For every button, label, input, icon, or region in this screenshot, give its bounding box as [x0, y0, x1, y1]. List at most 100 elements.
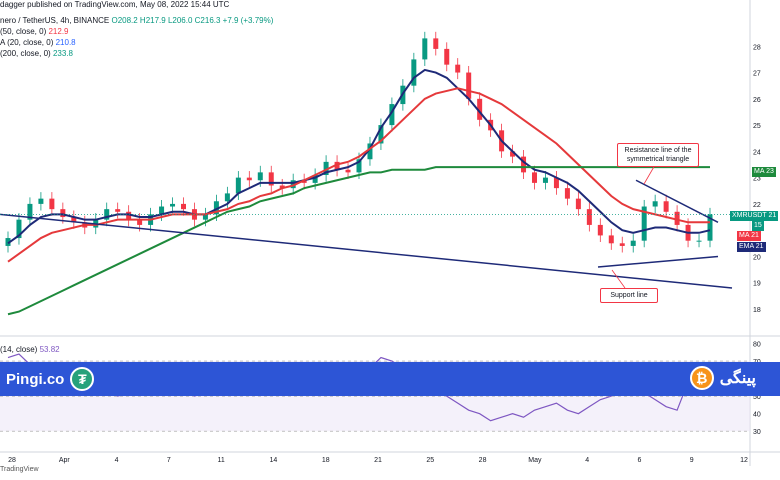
y-tick-label: 23 — [753, 176, 761, 183]
y-tick-label: 27 — [753, 71, 761, 78]
support-pointer — [611, 269, 626, 289]
x-tick-label: 11 — [218, 457, 225, 464]
candle-body — [564, 188, 570, 199]
candle-body — [674, 211, 680, 225]
ma200-value: 233.8 — [52, 49, 73, 58]
symbol-line: nero / TetherUS, 4h, BINANCE O208.2 H217… — [0, 16, 273, 25]
rsi-tick-label: 40 — [753, 412, 761, 419]
ohlc-values: O208.2 H217.9 L206.0 C216.3 +7.9 (+3.79%… — [111, 16, 274, 25]
brand-banner — [0, 362, 780, 396]
candle-body — [312, 175, 318, 183]
brand-name-fa: پینگی — [719, 370, 756, 387]
y-tick-label: 18 — [753, 307, 761, 314]
candle-body — [542, 177, 548, 183]
support-line — [597, 255, 719, 268]
x-tick-label: 4 — [115, 457, 119, 464]
published-line: dagger published on TradingView.com, May… — [0, 0, 230, 9]
candle-body — [597, 224, 603, 236]
x-tick-label: 28 — [479, 457, 487, 464]
candle-body — [27, 203, 33, 220]
ema20-value: 210.8 — [55, 38, 76, 47]
x-tick-label: Apr — [59, 457, 71, 464]
resistance-pointer — [643, 164, 656, 185]
candle-body — [356, 159, 362, 173]
x-tick-label: 28 — [8, 457, 16, 464]
candle-body — [49, 198, 55, 210]
bitcoin-icon: ₿ — [689, 366, 714, 390]
candle-body — [71, 217, 77, 223]
tradingview-footer: TradingView — [0, 466, 39, 473]
y-tick-label: 28 — [753, 44, 761, 51]
candle-body — [422, 38, 428, 60]
ema20-line — [7, 68, 711, 245]
candle-body — [411, 59, 417, 86]
ma50-legend: (50, close, 0) 212.9 — [0, 27, 69, 36]
candle-body — [126, 211, 132, 220]
rsi-legend: (14, close) 53.82 — [0, 345, 60, 354]
candle-body — [279, 185, 285, 189]
candle-body — [630, 240, 636, 246]
long-trend-line — [0, 213, 733, 289]
y-tick-label: 19 — [753, 281, 761, 288]
candle-body — [378, 125, 384, 144]
rsi-tick-label: 50 — [753, 394, 761, 401]
candle-body — [608, 235, 614, 244]
x-tick-label: 25 — [426, 457, 434, 464]
resistance-line — [635, 179, 719, 223]
candle-body — [115, 209, 121, 212]
ema20-legend: A (20, close, 0) 210.8 — [0, 38, 76, 47]
rsi-tick-label: 30 — [753, 429, 761, 436]
candle-body — [444, 48, 450, 65]
candle-body — [641, 206, 647, 241]
brand-left: Pingi.co ₮ — [6, 367, 95, 391]
tether-icon: ₮ — [70, 367, 95, 391]
countdown-tag: 15 — [752, 221, 764, 231]
x-tick-label: 7 — [167, 457, 171, 464]
rsi-label: (14, close) — [0, 345, 38, 354]
ma200-tag: MA 23 — [752, 167, 776, 177]
candle-body — [553, 177, 559, 189]
candle-body — [159, 206, 165, 215]
candle-body — [257, 172, 263, 181]
x-tick-label: 14 — [270, 457, 278, 464]
candle-body — [696, 240, 702, 242]
candle-body — [433, 38, 439, 49]
x-tick-label: 9 — [690, 457, 694, 464]
y-tick-label: 26 — [753, 97, 761, 104]
candle-body — [586, 209, 592, 225]
y-tick-label: 24 — [753, 149, 761, 156]
candle-body — [663, 201, 669, 212]
rsi-tick-label: 80 — [753, 342, 761, 349]
candle-body — [619, 243, 625, 246]
candle-body — [301, 180, 307, 183]
resistance-annotation: Resistance line of the symmetrical trian… — [617, 143, 699, 167]
candle-body — [477, 98, 483, 120]
candle-body — [652, 201, 658, 207]
candle-body — [181, 203, 186, 210]
ma50-value: 212.9 — [48, 27, 69, 36]
candle-body — [707, 214, 713, 241]
candle-body — [455, 64, 461, 73]
ema20-label: A (20, close, 0) — [0, 38, 54, 47]
candle-body — [16, 219, 22, 239]
candle-body — [38, 198, 44, 204]
x-tick-label: 18 — [322, 457, 330, 464]
candle-body — [224, 193, 230, 202]
y-tick-label: 25 — [753, 123, 761, 130]
candle-body — [104, 209, 110, 220]
candle-body — [345, 169, 351, 173]
candle-body — [521, 156, 527, 173]
brand-right: ₿ پینگی — [689, 366, 756, 390]
candle-body — [213, 201, 219, 215]
y-tick-label: 22 — [753, 202, 761, 209]
support-annotation: Support line — [600, 288, 658, 303]
x-tick-label: 4 — [585, 457, 589, 464]
x-tick-label: 6 — [637, 457, 641, 464]
ma200-label: (200, close, 0) — [0, 49, 51, 58]
candle-body — [290, 180, 296, 189]
candle-body — [60, 209, 66, 218]
candle-body — [367, 143, 373, 160]
candle-body — [235, 177, 241, 194]
candle-body — [268, 172, 274, 186]
